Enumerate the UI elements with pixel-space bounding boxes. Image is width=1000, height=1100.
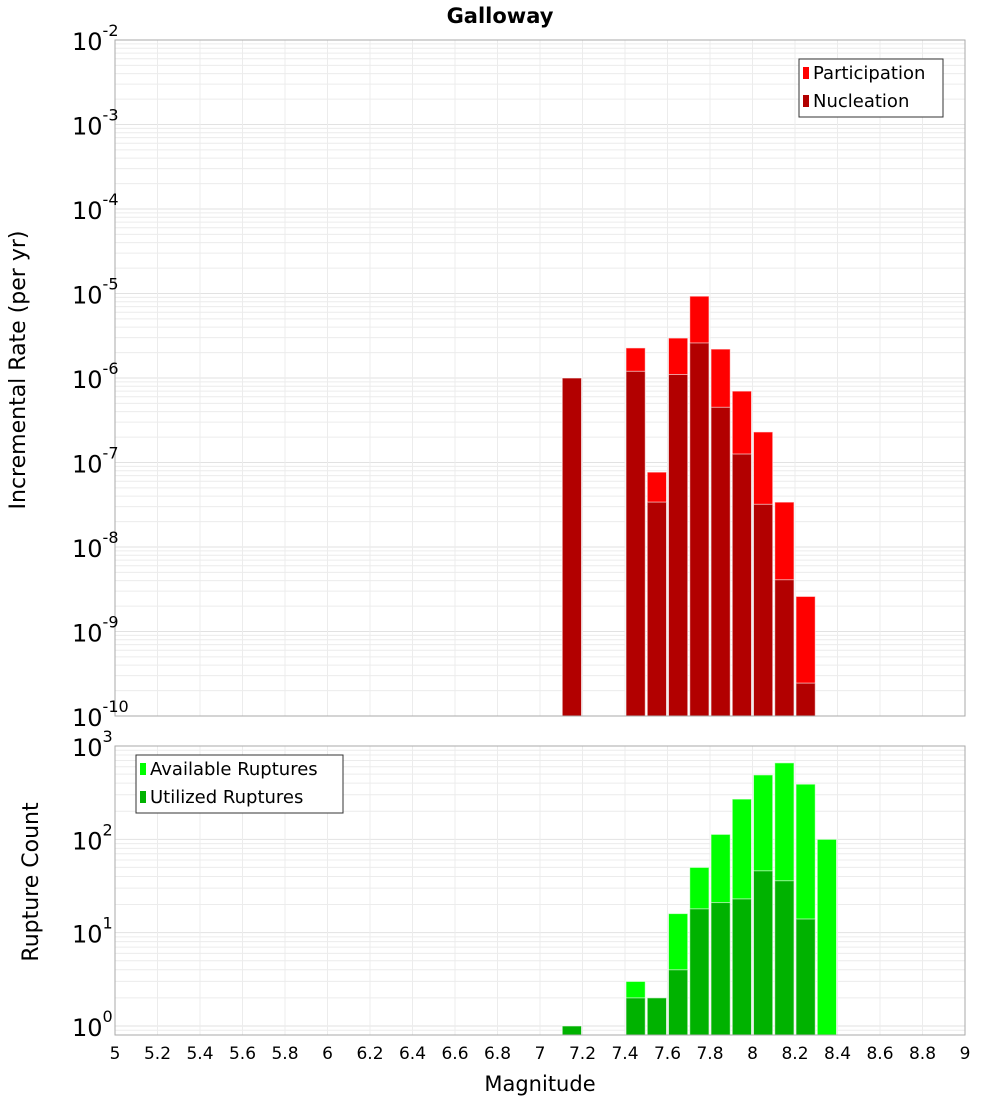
bar <box>731 898 752 1036</box>
bar <box>668 374 689 717</box>
y-tick-label: 10-2 <box>72 21 119 56</box>
y-tick-label: 101 <box>72 914 113 949</box>
x-tick-label: 6.8 <box>484 1044 511 1064</box>
y-tick-label: 10-9 <box>72 613 119 648</box>
bottom-panel: 103 102 101 100 Available Ruptures Utilized R… <box>72 727 970 1064</box>
bar <box>668 969 689 1036</box>
bar <box>774 880 795 1036</box>
bar <box>710 406 731 717</box>
legend-label: Available Ruptures <box>150 759 318 780</box>
y-tick-label: 103 <box>72 727 113 762</box>
bar <box>710 902 731 1036</box>
y-tick-label: 10-10 <box>72 697 129 732</box>
bar <box>816 838 837 1036</box>
plot-frame <box>114 745 966 1036</box>
plot-frame <box>114 39 966 717</box>
bar <box>795 682 816 717</box>
bar <box>561 1025 582 1036</box>
chart-title: Galloway <box>447 4 554 28</box>
bar <box>625 997 646 1036</box>
legend-swatch <box>803 67 809 79</box>
x-tick-label: 5.4 <box>186 1044 213 1064</box>
bar <box>646 997 667 1036</box>
x-tick-label: 8.8 <box>909 1044 936 1064</box>
x-tick-label: 8.6 <box>866 1044 893 1064</box>
legend-swatch <box>803 95 809 107</box>
y-tick-label: 10-3 <box>72 106 119 141</box>
x-tick-label: 6.6 <box>441 1044 468 1064</box>
series-utilized-ruptures <box>561 870 816 1036</box>
x-tick-label: 8 <box>747 1044 758 1064</box>
x-tick-label: 6.2 <box>356 1044 383 1064</box>
y-tick-label: 10-6 <box>72 359 119 394</box>
x-tick-label: 5 <box>110 1044 121 1064</box>
top-panel: 10-2 10-3 10-4 10-5 10-6 10-7 10-8 10-9 10-10 Par… <box>72 21 966 732</box>
bottom-y-axis-label: Rupture Count <box>19 802 44 962</box>
bar <box>561 377 582 717</box>
bar <box>689 342 710 717</box>
legend-box <box>798 58 944 118</box>
x-tick-label: 6 <box>322 1044 333 1064</box>
legend-label: Utilized Ruptures <box>150 787 303 808</box>
bar <box>753 503 774 717</box>
x-tick-label: 6.4 <box>399 1044 426 1064</box>
legend-box <box>135 754 344 814</box>
bar <box>753 870 774 1036</box>
legend-label: Nucleation <box>813 91 909 112</box>
x-tick-label: 7.6 <box>654 1044 681 1064</box>
x-tick-label: 9 <box>960 1044 971 1064</box>
y-tick-label: 10-5 <box>72 275 119 310</box>
bar <box>646 501 667 717</box>
legend-label: Participation <box>813 63 925 84</box>
y-tick-label: 10-8 <box>72 528 119 563</box>
x-tick-label: 8.4 <box>824 1044 851 1064</box>
x-tick-label: 5.2 <box>144 1044 171 1064</box>
bar <box>689 908 710 1036</box>
legend-swatch <box>140 763 146 775</box>
x-axis-label: Magnitude <box>484 1072 595 1096</box>
x-tick-label: 7 <box>535 1044 546 1064</box>
y-tick-label: 102 <box>72 820 113 855</box>
x-tick-label: 7.8 <box>696 1044 723 1064</box>
legend-swatch <box>140 791 146 803</box>
y-tick-label: 10-7 <box>72 444 119 479</box>
bar <box>731 453 752 717</box>
x-tick-label: 5.6 <box>229 1044 256 1064</box>
x-tick-label: 7.2 <box>569 1044 596 1064</box>
y-tick-label: 10-4 <box>72 190 119 225</box>
bar <box>774 579 795 717</box>
y-tick-label: 100 <box>72 1007 113 1042</box>
x-tick-label: 7.4 <box>611 1044 638 1064</box>
grid <box>114 39 966 717</box>
top-y-axis-label: Incremental Rate (per yr) <box>6 231 31 510</box>
bar <box>795 918 816 1036</box>
legend: Available Ruptures Utilized Ruptures <box>135 754 344 814</box>
legend: Participation Nucleation <box>798 58 944 118</box>
x-tick-label: 5.8 <box>271 1044 298 1064</box>
series-nucleation <box>561 342 816 717</box>
bar <box>625 370 646 717</box>
x-tick-label: 8.2 <box>781 1044 808 1064</box>
